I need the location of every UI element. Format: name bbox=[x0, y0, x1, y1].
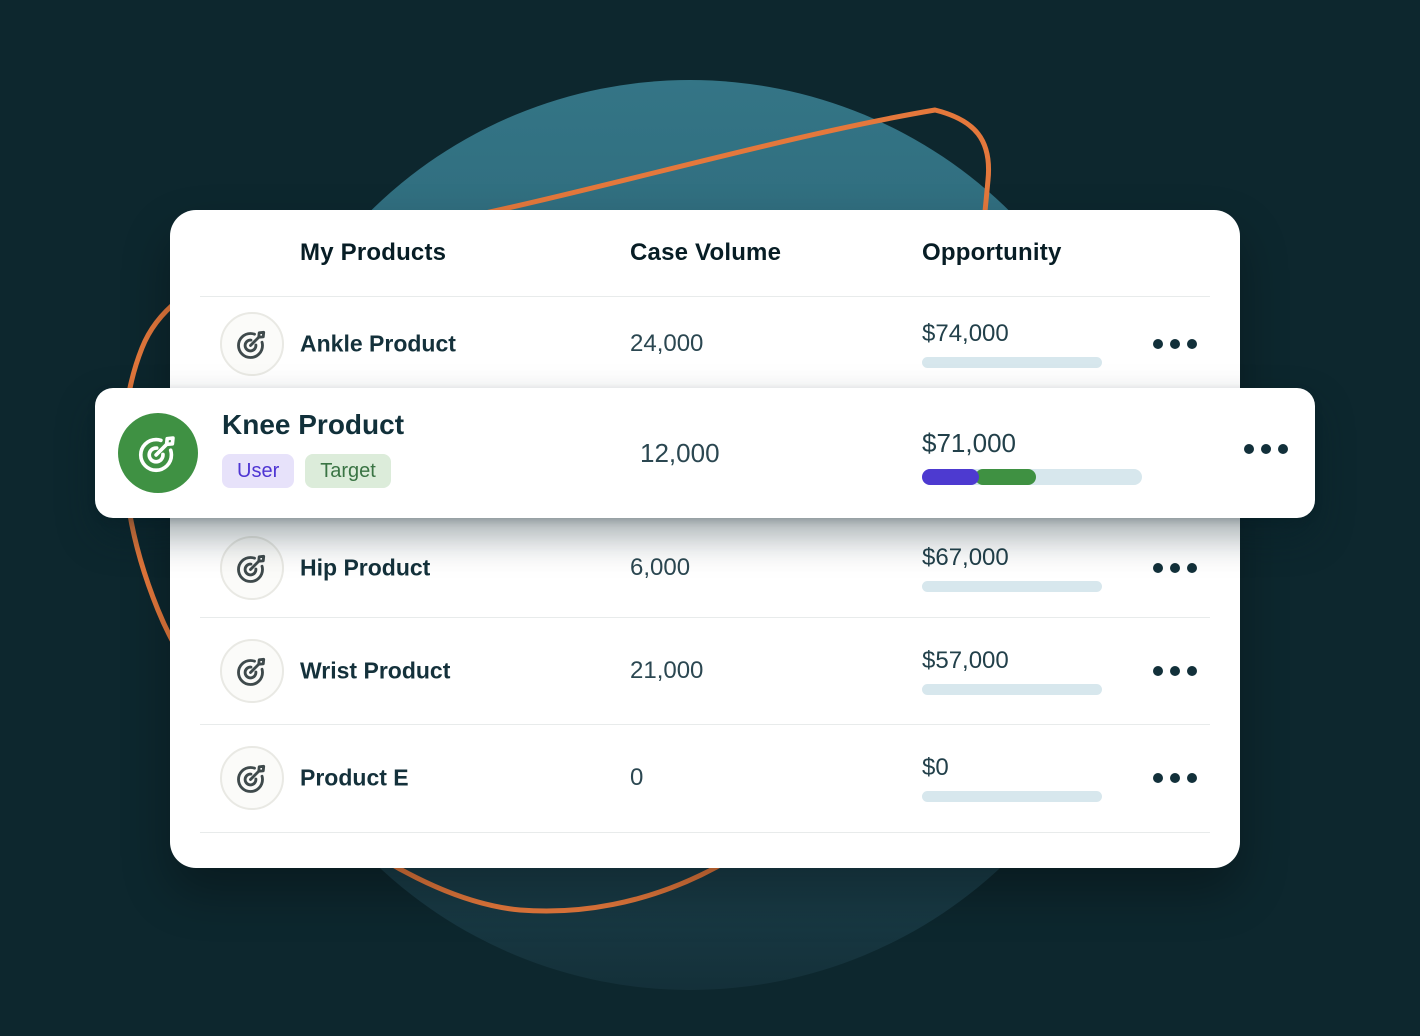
opportunity-cell: $74,000 bbox=[922, 320, 1142, 368]
row-divider bbox=[200, 724, 1210, 725]
case-volume-value: 12,000 bbox=[640, 437, 720, 468]
column-header-case-volume: Case Volume bbox=[630, 239, 782, 266]
opportunity-value: $74,000 bbox=[922, 320, 1009, 347]
products-table-card: My Products Case Volume Opportunity Ankl… bbox=[170, 210, 1240, 868]
badge-group: User Target bbox=[222, 454, 391, 488]
progress-bar bbox=[922, 683, 1102, 695]
target-badge: Target bbox=[305, 454, 391, 488]
row-menu-button[interactable] bbox=[1151, 333, 1199, 355]
progress-user-segment bbox=[922, 469, 980, 485]
row-menu-button[interactable] bbox=[1151, 767, 1199, 789]
product-name: Hip Product bbox=[300, 554, 431, 580]
table-row[interactable]: Ankle Product 24,000 $74,000 bbox=[170, 296, 1240, 392]
highlighted-row-card[interactable]: Knee Product User Target 12,000 $71,000 bbox=[95, 388, 1315, 518]
progress-target-segment bbox=[974, 469, 1037, 485]
case-volume-value: 24,000 bbox=[630, 330, 704, 357]
progress-bar bbox=[922, 791, 1102, 802]
table-row[interactable]: Product E 0 $0 bbox=[170, 724, 1240, 832]
opportunity-cell: $0 bbox=[922, 754, 1142, 802]
target-icon bbox=[220, 638, 284, 703]
row-divider bbox=[200, 617, 1210, 618]
case-volume-value: 21,000 bbox=[630, 656, 704, 684]
table-row[interactable]: Hip Product 6,000 $67,000 bbox=[170, 518, 1240, 617]
table-header: My Products Case Volume Opportunity bbox=[170, 210, 1240, 296]
product-name: Ankle Product bbox=[300, 330, 456, 357]
product-name: Wrist Product bbox=[300, 657, 451, 683]
row-divider bbox=[200, 832, 1210, 833]
product-name: Knee Product bbox=[222, 409, 405, 440]
table-row[interactable]: Wrist Product 21,000 $57,000 bbox=[170, 617, 1240, 724]
case-volume-value: 0 bbox=[630, 764, 644, 791]
progress-bar bbox=[922, 469, 1142, 485]
opportunity-cell: $67,000 bbox=[922, 544, 1142, 592]
target-icon bbox=[220, 746, 284, 810]
target-icon bbox=[220, 535, 284, 600]
row-menu-button[interactable] bbox=[1151, 660, 1199, 682]
opportunity-value: $0 bbox=[922, 754, 949, 781]
row-menu-button[interactable] bbox=[1151, 557, 1199, 579]
column-header-opportunity: Opportunity bbox=[922, 239, 1062, 266]
column-header-my-products: My Products bbox=[300, 239, 447, 266]
user-badge: User bbox=[222, 454, 295, 488]
row-divider bbox=[200, 296, 1210, 297]
target-icon bbox=[220, 312, 284, 376]
progress-bar bbox=[922, 580, 1102, 592]
case-volume-value: 6,000 bbox=[630, 553, 691, 581]
opportunity-cell: $57,000 bbox=[922, 647, 1142, 695]
progress-bar bbox=[922, 357, 1102, 368]
target-icon bbox=[118, 413, 198, 493]
product-name: Product E bbox=[300, 764, 409, 791]
opportunity-value: $57,000 bbox=[922, 646, 1009, 674]
row-menu-button[interactable] bbox=[1242, 438, 1290, 460]
opportunity-value: $67,000 bbox=[922, 543, 1009, 571]
opportunity-value: $71,000 bbox=[922, 428, 1016, 458]
